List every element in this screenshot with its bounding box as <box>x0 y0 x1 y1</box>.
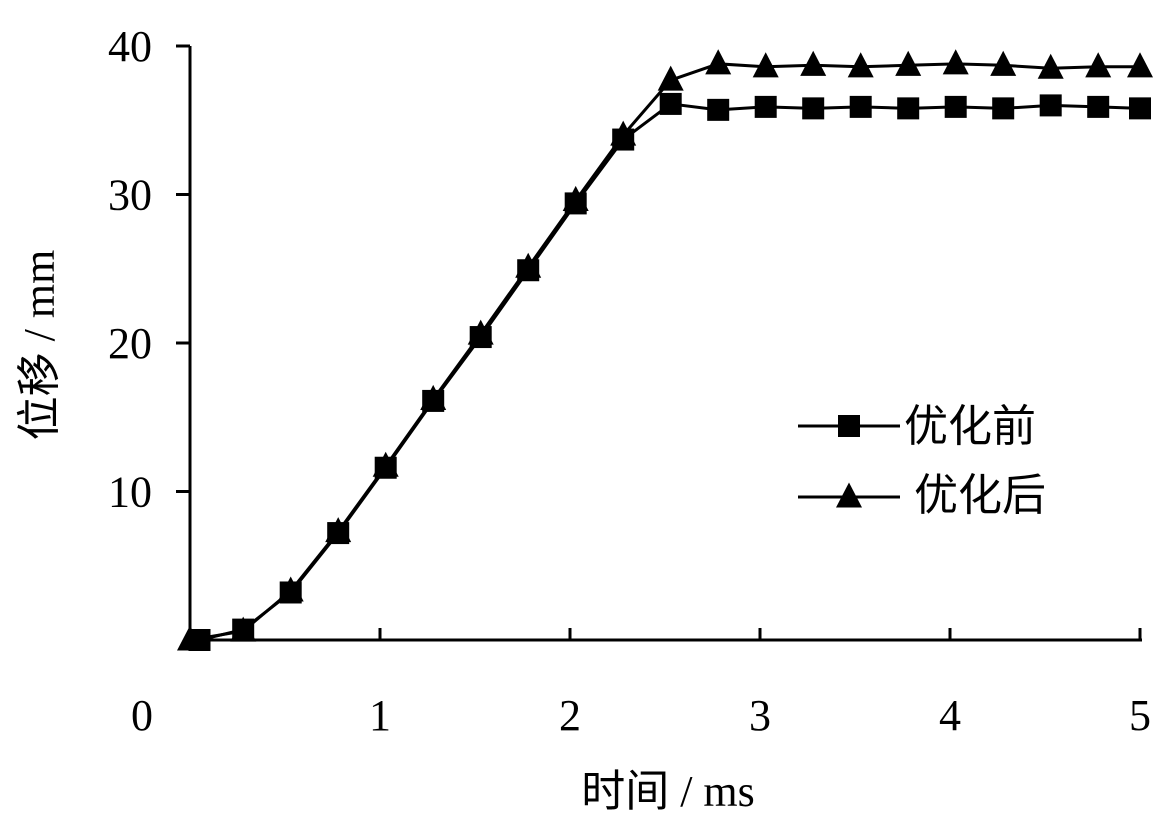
legend-item-before: 优化前 <box>798 402 1036 451</box>
data-point-square <box>1129 97 1151 120</box>
data-point-square <box>188 629 211 651</box>
data-point-triangle <box>895 50 922 76</box>
data-point-square <box>707 98 730 121</box>
x-axis-title: 时间 / ms <box>581 767 755 816</box>
data-point-triangle <box>752 52 779 78</box>
data-point-square <box>564 192 587 215</box>
data-point-triangle <box>705 49 732 75</box>
series-line-before <box>199 102 1141 642</box>
data-point-square <box>469 326 492 349</box>
data-point-triangle <box>847 52 874 78</box>
legend: 优化前 优化后 <box>798 402 1046 520</box>
data-point-square <box>849 95 872 118</box>
x-tick-label: 3 <box>749 691 771 740</box>
data-point-square <box>327 522 350 545</box>
axes <box>188 46 1142 642</box>
y-tick-label: 10 <box>108 468 152 517</box>
x-tick-label: 5 <box>1129 691 1151 740</box>
data-point-square <box>1039 94 1062 117</box>
legend-square-marker <box>838 415 860 437</box>
x-tick-label: 2 <box>559 691 581 740</box>
data-point-square <box>517 259 540 282</box>
data-point-triangle <box>1037 53 1064 79</box>
y-tick-label: 40 <box>108 22 152 71</box>
x-tick-label: 1 <box>369 691 391 740</box>
data-point-square <box>897 97 920 120</box>
data-point-square <box>1087 95 1110 118</box>
ticks: 10 20 30 40 1 2 3 4 5 <box>108 22 1151 740</box>
data-point-square <box>992 97 1015 120</box>
legend-label-before: 优化前 <box>904 402 1036 451</box>
data-point-triangle <box>990 50 1017 76</box>
data-point-square <box>422 389 445 412</box>
series-layer <box>177 49 1153 651</box>
legend-label-after: 优化后 <box>914 471 1046 520</box>
series-after <box>177 49 1153 651</box>
y-axis-title: 位移 / mm <box>15 250 64 441</box>
data-point-square <box>279 581 302 604</box>
x-origin-label: 0 <box>131 691 153 740</box>
data-point-square <box>659 92 682 115</box>
legend-triangle-marker <box>836 482 862 508</box>
data-point-triangle <box>1127 52 1153 78</box>
data-point-square <box>944 95 967 118</box>
y-tick-label: 30 <box>108 171 152 220</box>
x-tick-label: 4 <box>939 691 961 740</box>
series-before <box>188 92 1151 651</box>
data-point-square <box>612 128 635 151</box>
data-point-square <box>374 456 397 479</box>
data-point-triangle <box>1085 52 1112 78</box>
data-point-square <box>232 618 255 641</box>
data-point-square <box>754 95 777 118</box>
legend-item-after: 优化后 <box>798 471 1046 520</box>
y-tick-label: 20 <box>108 319 152 368</box>
data-point-triangle <box>800 50 827 76</box>
series-line-after <box>189 62 1140 642</box>
data-point-triangle <box>942 49 969 75</box>
data-point-triangle <box>657 65 684 91</box>
data-point-square <box>802 97 825 120</box>
